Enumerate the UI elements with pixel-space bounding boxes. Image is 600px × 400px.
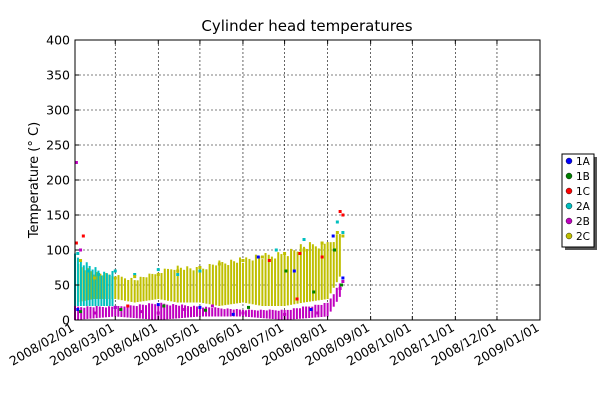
data-point-1B (247, 305, 251, 309)
data-point-2A (198, 269, 202, 273)
data-point-2A (302, 238, 306, 241)
y-axis-label: Temperature (° C) (27, 122, 42, 239)
legend-label-1B: 1B (576, 171, 590, 183)
data-point-2B (156, 311, 160, 315)
data-point-1B (162, 304, 166, 308)
y-tick-label: 150 (46, 208, 70, 223)
data-point-layer (74, 161, 345, 316)
data-point-2A (113, 269, 117, 273)
legend-label-1C: 1C (576, 186, 590, 198)
data-point-2C (92, 276, 96, 280)
data-point-2B (283, 312, 287, 316)
data-point-1C (341, 213, 345, 217)
data-point-2C (176, 269, 180, 273)
data-point-1A (198, 305, 202, 309)
data-point-1B (284, 269, 288, 273)
legend-marker-1B (565, 172, 573, 180)
data-point-2C (320, 241, 324, 245)
data-point-1C (295, 297, 299, 301)
data-point-2B (210, 304, 214, 308)
y-tick-label: 50 (54, 278, 70, 293)
data-point-2C (341, 234, 345, 238)
data-point-2B (341, 280, 345, 283)
data-point-1B (79, 310, 83, 314)
data-point-1C (320, 255, 324, 259)
data-point-2B (74, 161, 78, 164)
y-tick-label: 350 (46, 68, 70, 83)
data-point-1B (119, 308, 123, 311)
data-point-1B (340, 283, 344, 287)
data-point-2C (217, 262, 221, 266)
legend-entries: 1A 1B 1C 2A 2B 2C (565, 156, 591, 243)
data-point-2B (79, 248, 83, 252)
data-point-1A (309, 308, 313, 311)
chart-title: Cylinder head temperatures (201, 17, 412, 35)
y-tick-label: 300 (46, 103, 70, 118)
data-point-2A (156, 268, 160, 272)
data-point-1A (331, 234, 335, 238)
data-point-1A (256, 255, 260, 259)
data-point-2C (133, 275, 137, 279)
legend-marker-2C (565, 232, 573, 240)
data-point-2A (341, 231, 345, 234)
legend-marker-2A (565, 202, 573, 210)
data-point-1C (126, 304, 130, 308)
data-point-2A (274, 248, 278, 252)
data-point-2C (302, 248, 306, 252)
data-point-2A (97, 273, 101, 276)
data-point-1A (156, 303, 160, 307)
legend-label-1A: 1A (576, 156, 591, 168)
data-point-2B (113, 305, 117, 309)
legend-marker-1A (565, 157, 573, 165)
y-tick-label: 0 (62, 313, 70, 328)
data-point-1B (203, 308, 207, 312)
legend: 1A 1B 1C 2A 2B 2C (561, 153, 597, 250)
data-point-2A (133, 273, 137, 276)
data-point-1B (333, 248, 337, 252)
y-tick-label: 400 (46, 33, 70, 48)
data-point-1B (312, 290, 316, 294)
data-point-1A (231, 312, 235, 316)
dense-band-layer (74, 234, 341, 320)
data-point-2C (156, 273, 160, 276)
legend-marker-1C (565, 187, 573, 195)
legend-marker-2B (565, 217, 573, 225)
data-point-1C (267, 259, 271, 262)
data-point-1C (74, 241, 78, 245)
data-point-2A (176, 273, 180, 276)
data-point-2B (338, 287, 342, 290)
legend-label-2B: 2B (576, 216, 590, 228)
data-point-2B (241, 311, 245, 315)
data-point-2B (92, 311, 96, 315)
data-point-2C (198, 266, 202, 269)
y-tick-label: 100 (46, 243, 70, 258)
data-point-2A (85, 269, 89, 273)
data-point-1A (292, 269, 296, 273)
data-point-1A (76, 308, 80, 311)
y-tick-label: 200 (46, 173, 70, 188)
legend-box (561, 153, 595, 248)
data-point-1A (341, 276, 345, 280)
data-point-2A (76, 252, 80, 255)
data-point-2A (335, 220, 339, 224)
data-point-2B (316, 311, 320, 315)
data-point-2C (241, 259, 245, 262)
data-point-1C (338, 210, 342, 213)
data-point-2C (113, 276, 117, 280)
data-point-2B (140, 310, 144, 314)
y-tick-layer: 0 50 100 150 200 250 300 350 400 (46, 33, 540, 328)
data-point-2C (79, 259, 83, 262)
y-tick-label: 250 (46, 138, 70, 153)
data-point-1C (81, 234, 85, 238)
data-point-2C (283, 252, 287, 255)
legend-label-2C: 2C (576, 231, 590, 243)
data-point-2C (260, 255, 264, 259)
data-point-2C (335, 231, 339, 234)
legend-label-2A: 2A (576, 201, 591, 213)
data-point-1C (298, 252, 302, 255)
data-point-2B (183, 308, 187, 311)
